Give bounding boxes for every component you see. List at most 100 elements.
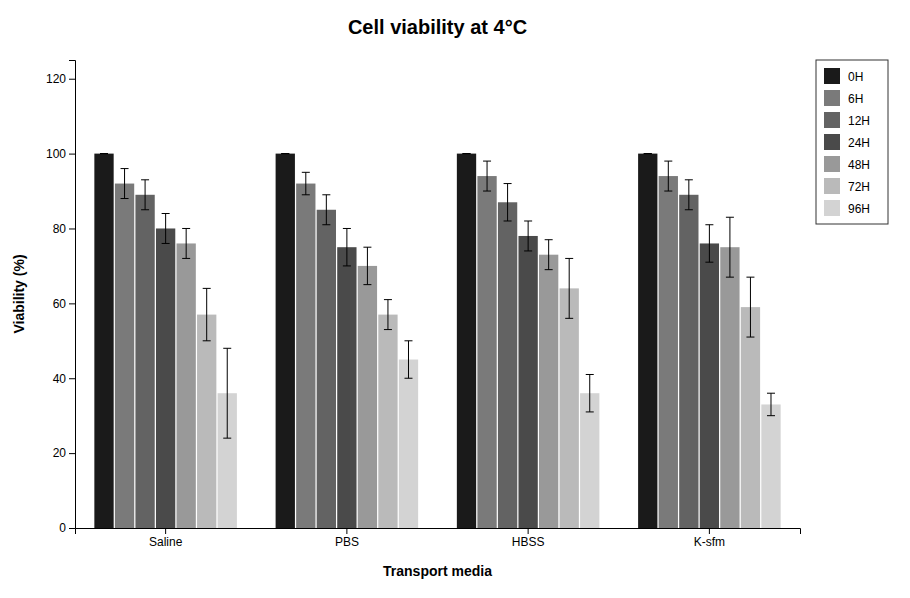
y-tick-label: 20 [53,446,67,460]
y-tick-label: 0 [59,521,66,535]
error-bar [100,153,108,154]
legend-item: 12H [824,112,870,128]
y-tick: 40 [53,372,75,386]
x-tick-mark [709,528,710,534]
error-bar [767,393,775,415]
bar [115,184,134,528]
error-bar [302,172,310,194]
x-tick-mark [165,528,166,534]
error-bar [141,180,149,210]
title: Cell viability at 4°C [348,16,527,38]
legend-item: 6H [824,90,863,106]
error-bar [586,374,594,411]
error-bars [121,161,673,198]
bar [296,184,315,528]
bar-series [197,288,760,528]
bar [679,195,698,528]
bar-series [135,195,698,528]
error-bar [121,169,129,199]
bar [197,315,216,528]
bar [539,255,558,528]
error-bar [363,247,371,284]
error-bar [223,348,231,438]
error-bar [644,153,652,154]
x-tick-label: K-sfm [694,535,725,549]
error-bars [203,258,755,340]
legend-frame [816,60,888,224]
bar [741,307,760,528]
legend-label: 0H [848,70,863,84]
y-tick-label: 60 [53,297,67,311]
plot: SalinePBSHBSSK-sfm020406080100120 [46,61,801,549]
bar [477,176,496,528]
y-tick-label: 40 [53,372,67,386]
legend-item: 0H [824,68,863,84]
error-bar [565,258,573,318]
x-tick-mark [528,528,529,534]
x-tick: K-sfm [694,528,725,549]
error-bar [726,217,734,277]
error-bar [746,277,754,337]
bar [720,247,739,528]
legend-label: 48H [848,158,870,172]
x-tick: Saline [149,528,183,549]
error-bar [463,153,471,154]
legend-label: 96H [848,202,870,216]
y-tick-mark [69,528,75,529]
bar [358,266,377,528]
x-axis-title: Transport media [383,563,492,579]
error-bar [504,184,512,221]
error-bars [223,341,775,438]
x-tick-mark [346,528,347,534]
error-bar [281,153,289,154]
y-tick-mark [69,453,75,454]
error-bar [203,288,211,340]
error-bar [524,221,532,251]
bar [560,288,579,528]
y-tick: 0 [59,521,75,535]
bar-series [177,243,740,528]
bar-series [156,228,719,528]
error-bar [182,228,190,258]
bar [399,360,418,528]
y-tick-label: 100 [46,147,66,161]
x-tick-label: HBSS [512,535,545,549]
x-tick: HBSS [512,528,545,549]
y-tick-mark [69,303,75,304]
legend-item: 72H [824,178,870,194]
bar [518,236,537,528]
error-bar [322,195,330,225]
x-axis-line [76,529,801,535]
bar-series [218,360,781,528]
legend-swatch [824,134,840,150]
bar [94,154,113,528]
y-tick: 20 [53,446,75,460]
y-axis-title: Viability (%) [11,254,27,333]
y-tick: 80 [53,222,75,236]
y-tick-label: 120 [46,72,66,86]
legend-label: 6H [848,92,863,106]
legend-swatch [824,68,840,84]
legend-swatch [824,200,840,216]
bar [457,154,476,528]
error-bar [664,161,672,191]
x-axis: SalinePBSHBSSK-sfm [76,528,801,549]
legend-label: 72H [848,180,870,194]
bar [659,176,678,528]
error-bars [162,214,714,266]
error-bar [685,180,693,210]
error-bar [384,300,392,330]
y-tick-mark [69,154,75,155]
y-axis: 0 20 40 60 80 100 120 [46,61,76,536]
bar [700,243,719,528]
bar [177,243,196,528]
bar [638,154,657,528]
y-tick-label: 80 [53,222,67,236]
error-bar [162,214,170,244]
y-tick: 120 [46,72,75,86]
legend-swatch [824,178,840,194]
bar [156,228,175,528]
legend-label: 24H [848,136,870,150]
error-bar [483,161,491,191]
error-bars [141,180,693,225]
